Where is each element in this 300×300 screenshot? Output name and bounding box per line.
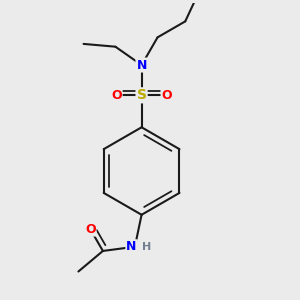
Text: H: H	[142, 242, 151, 252]
Text: O: O	[111, 89, 122, 102]
Text: S: S	[136, 88, 147, 102]
Text: N: N	[136, 58, 147, 71]
Text: N: N	[126, 240, 137, 253]
Text: O: O	[161, 89, 172, 102]
Text: O: O	[85, 223, 96, 236]
